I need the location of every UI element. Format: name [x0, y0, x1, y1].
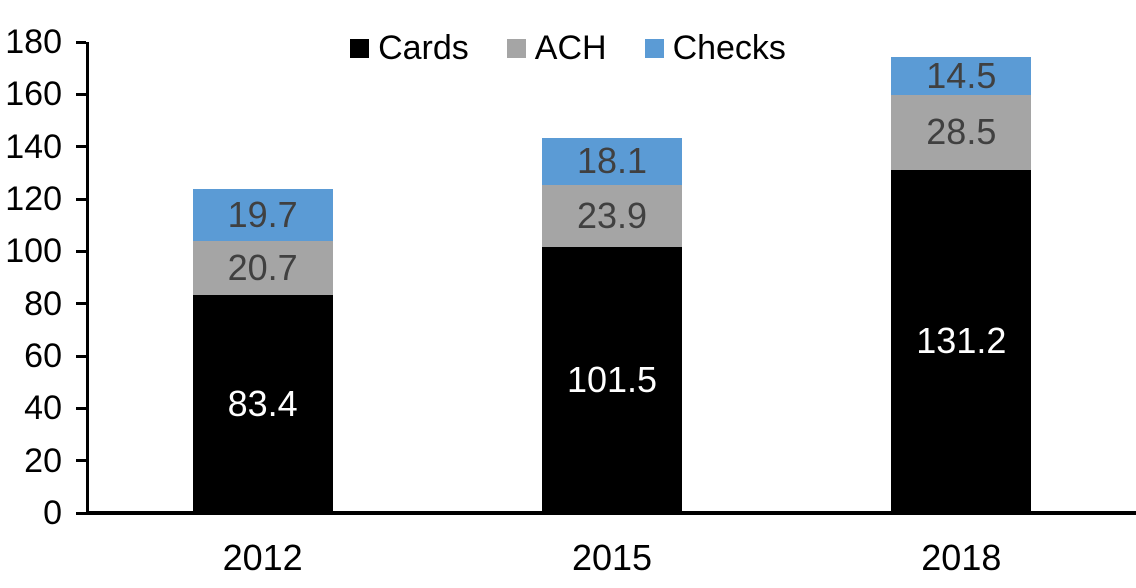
y-tick-mark: [76, 92, 86, 96]
y-tick-mark: [76, 40, 86, 44]
bar-segment-cards: 101.5: [542, 247, 682, 513]
y-tick-mark: [76, 406, 86, 410]
y-tick-label: 20: [24, 441, 62, 480]
y-tick-label: 0: [43, 494, 62, 532]
y-axis-line: [86, 42, 89, 515]
legend-swatch: [506, 38, 526, 58]
x-category-label: 2015: [571, 537, 653, 578]
legend-label: ACH: [534, 29, 607, 67]
bar-segment-checks: 18.1: [542, 137, 682, 185]
bar-segment-ach: 23.9: [542, 184, 682, 248]
legend-swatch: [350, 38, 370, 58]
y-tick-mark: [76, 354, 86, 358]
x-category-label: 2018: [921, 537, 1002, 578]
bar-segment-cards: 83.4: [192, 294, 333, 513]
legend-label: Checks: [672, 29, 786, 67]
bar-segment-label: 131.2: [916, 320, 1007, 362]
bar-segment-ach: 28.5: [891, 95, 1032, 170]
x-category-label: 2012: [222, 537, 303, 578]
y-tick-label: 140: [5, 127, 62, 166]
y-tick-label: 160: [5, 75, 62, 114]
legend-label: Cards: [378, 29, 469, 67]
bar-segment-label: 20.7: [227, 246, 298, 288]
bar-segment-ach: 20.7: [192, 240, 333, 295]
legend-swatch: [644, 38, 664, 58]
bar-segment-checks: 19.7: [192, 189, 333, 241]
bar-segment-label: 19.7: [227, 193, 298, 235]
y-tick-label: 180: [5, 23, 62, 61]
chart-legend: Cards ACH Checks: [0, 31, 1136, 65]
bar-segment-label: 18.1: [576, 140, 648, 182]
bar-segment-label: 23.9: [576, 195, 648, 237]
y-tick-mark: [76, 197, 86, 201]
y-tick-label: 60: [24, 337, 62, 375]
y-tick-mark: [76, 302, 86, 306]
y-tick-mark: [76, 511, 86, 515]
x-axis-line: [86, 511, 1136, 515]
y-tick-mark: [76, 249, 86, 253]
y-tick-label: 80: [24, 284, 62, 323]
legend-item-ach: ACH: [506, 29, 607, 67]
bar-segment-label: 28.5: [926, 111, 997, 153]
bar-segment-label: 101.5: [566, 359, 658, 401]
y-tick-mark: [76, 459, 86, 463]
bar-segment-label: 14.5: [926, 55, 997, 97]
bar-segment-cards: 131.2: [891, 169, 1032, 513]
bar-segment-checks: 14.5: [891, 55, 1032, 97]
y-tick-label: 40: [24, 389, 62, 428]
legend-item-checks: Checks: [644, 29, 786, 67]
bar-segment-label: 83.4: [227, 382, 298, 424]
y-tick-label: 100: [5, 232, 62, 271]
y-tick-label: 120: [5, 180, 62, 218]
y-tick-mark: [76, 145, 86, 149]
legend-item-cards: Cards: [350, 31, 469, 65]
